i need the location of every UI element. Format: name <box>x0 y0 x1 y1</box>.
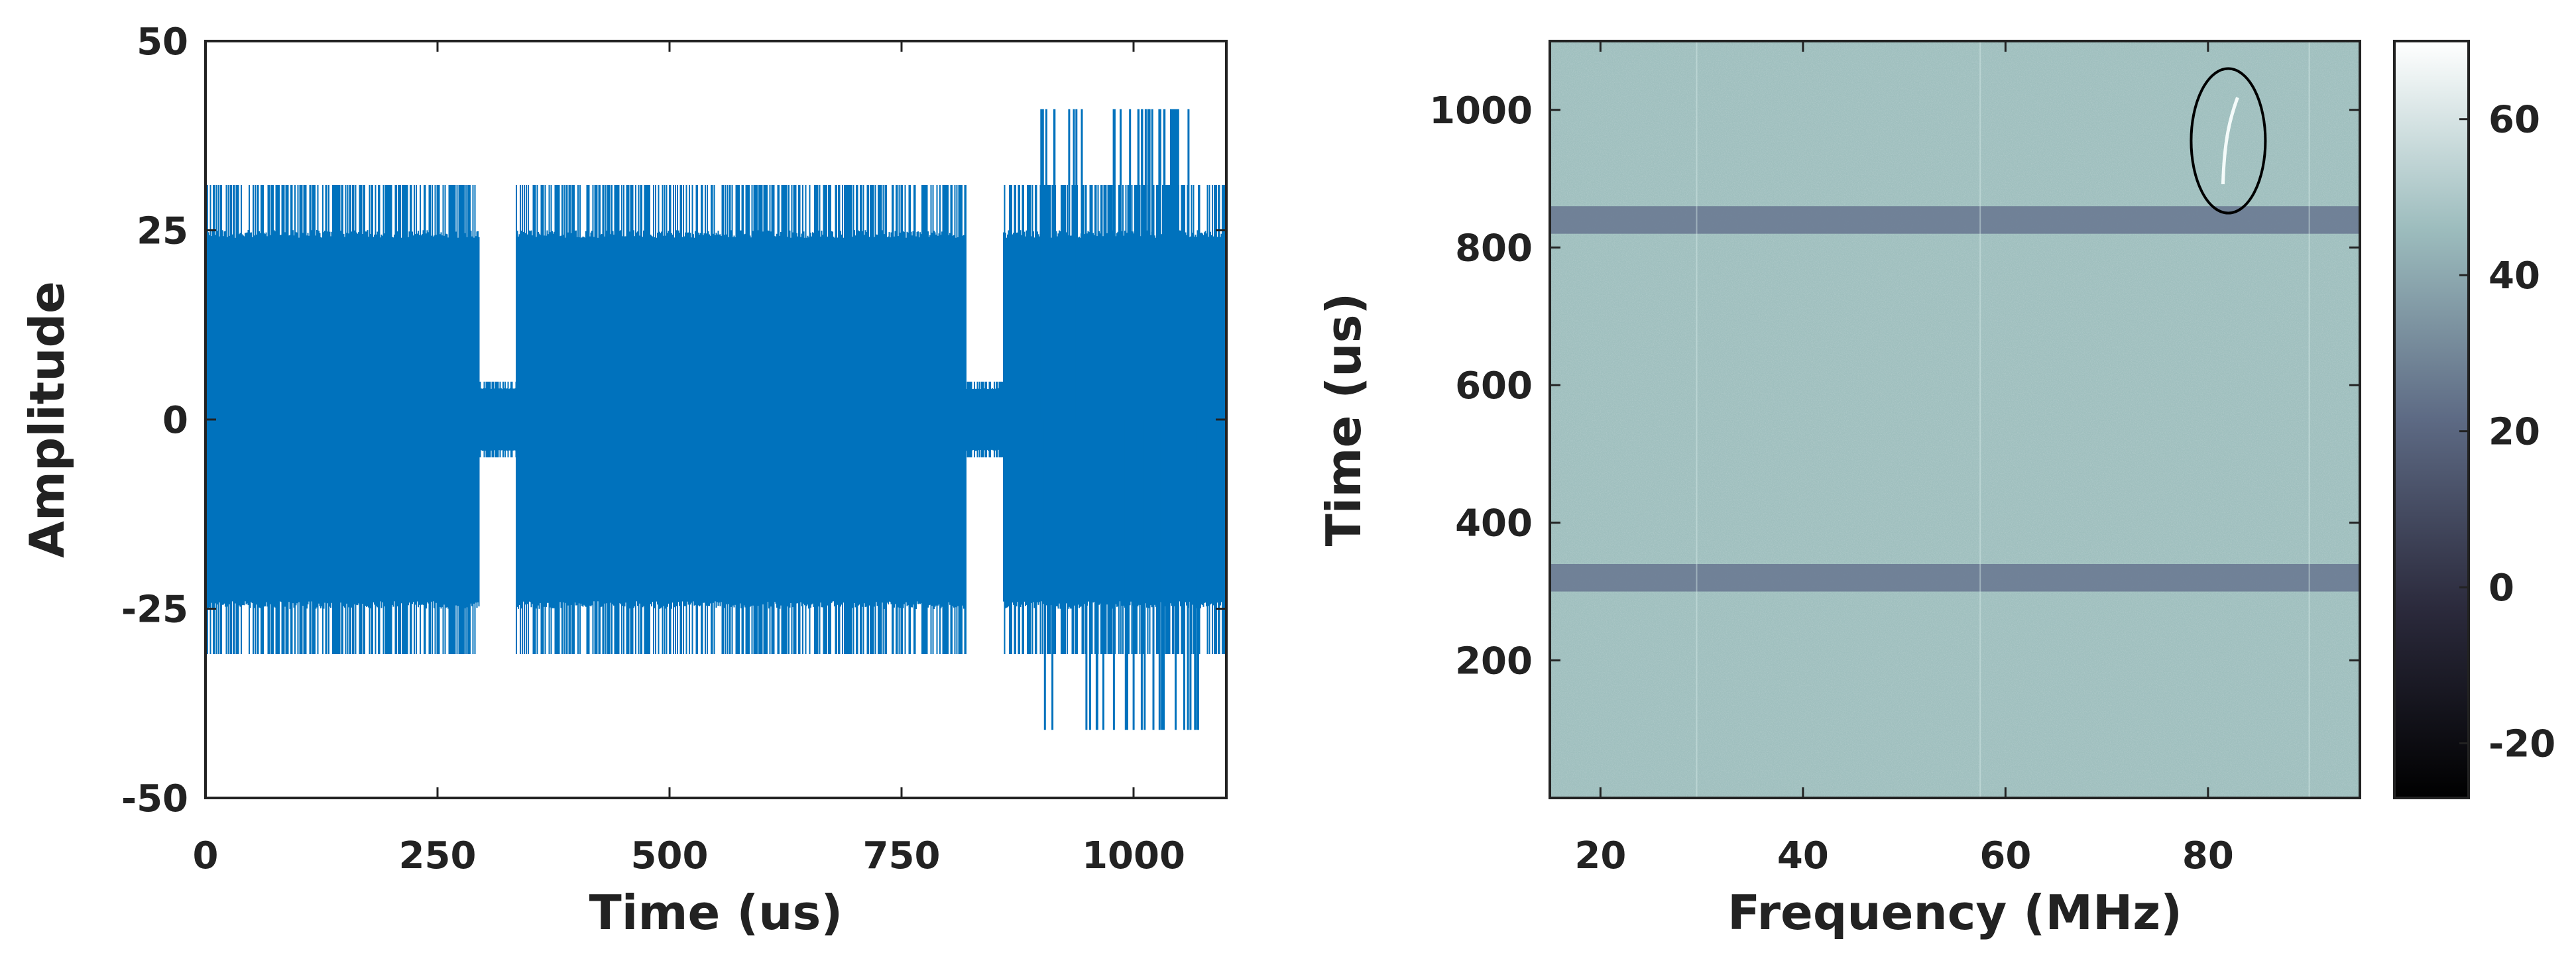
colorbar-gradient <box>2394 41 2469 798</box>
colorbar-ticks: 60 40 20 0 -20 <box>2459 99 2555 766</box>
colorbar-tick-label: 60 <box>2488 99 2540 142</box>
y-tick-label: 50 <box>137 21 188 64</box>
colorbar-tick-label: 40 <box>2488 254 2540 298</box>
y-tick-label: 1000 <box>1429 89 1533 133</box>
colorbar-tick-label: 0 <box>2488 567 2514 610</box>
colorbar: 60 40 20 0 -20 <box>2393 40 2555 799</box>
left-y-axis-label: Amplitude <box>19 281 75 558</box>
y-tick-label: 0 <box>162 399 188 442</box>
y-tick-label: -50 <box>121 777 188 820</box>
y-tick-label: 600 <box>1455 365 1533 408</box>
y-tick-label: -25 <box>121 589 188 632</box>
signal-segment <box>479 389 516 450</box>
right-y-axis-label: Time (us) <box>1316 293 1372 547</box>
chirp-highlight <box>2190 67 2267 215</box>
spectrogram-streaks <box>1696 41 2310 798</box>
signal-trace <box>205 109 1226 730</box>
colorbar-frame <box>2393 40 2470 799</box>
x-tick-label: 500 <box>631 834 709 877</box>
colorbar-tick-label: -20 <box>2488 723 2555 766</box>
x-tick-label: 80 <box>2182 834 2234 877</box>
left-x-axis-label: Time (us) <box>589 885 843 940</box>
x-tick-label: 750 <box>863 834 941 877</box>
signal-spikes <box>1040 109 1199 730</box>
spectrogram-noise <box>1550 41 2360 798</box>
x-tick-label: 250 <box>399 834 477 877</box>
right-ticks: 20 40 60 80 1000 800 600 400 200 <box>1429 41 2360 877</box>
right-axes-frame <box>1549 40 2361 799</box>
signal-segment <box>516 237 966 602</box>
chirp-trace <box>2221 97 2239 185</box>
colorbar-tick-label: 20 <box>2488 411 2540 454</box>
spectrogram-bands <box>1550 206 2360 592</box>
x-tick-label: 60 <box>1979 834 2031 877</box>
highlight-ellipse <box>2190 67 2267 215</box>
x-tick-label: 20 <box>1574 834 1626 877</box>
band <box>1550 564 2360 592</box>
signal-segment <box>205 237 479 602</box>
band <box>1550 206 2360 234</box>
x-tick-label: 0 <box>193 834 219 877</box>
right-x-axis-label: Frequency (MHz) <box>1727 885 2182 940</box>
spectrogram-plot: 20 40 60 80 1000 800 600 400 200 Frequency (MHz)… <box>1316 40 2361 940</box>
x-tick-label: 1000 <box>1082 834 1185 877</box>
signal-segment <box>966 389 1004 450</box>
y-tick-label: 400 <box>1455 502 1533 545</box>
y-tick-label: 200 <box>1455 640 1533 683</box>
y-tick-label: 800 <box>1455 227 1533 270</box>
y-tick-label: 25 <box>137 210 188 253</box>
x-tick-label: 40 <box>1777 834 1829 877</box>
